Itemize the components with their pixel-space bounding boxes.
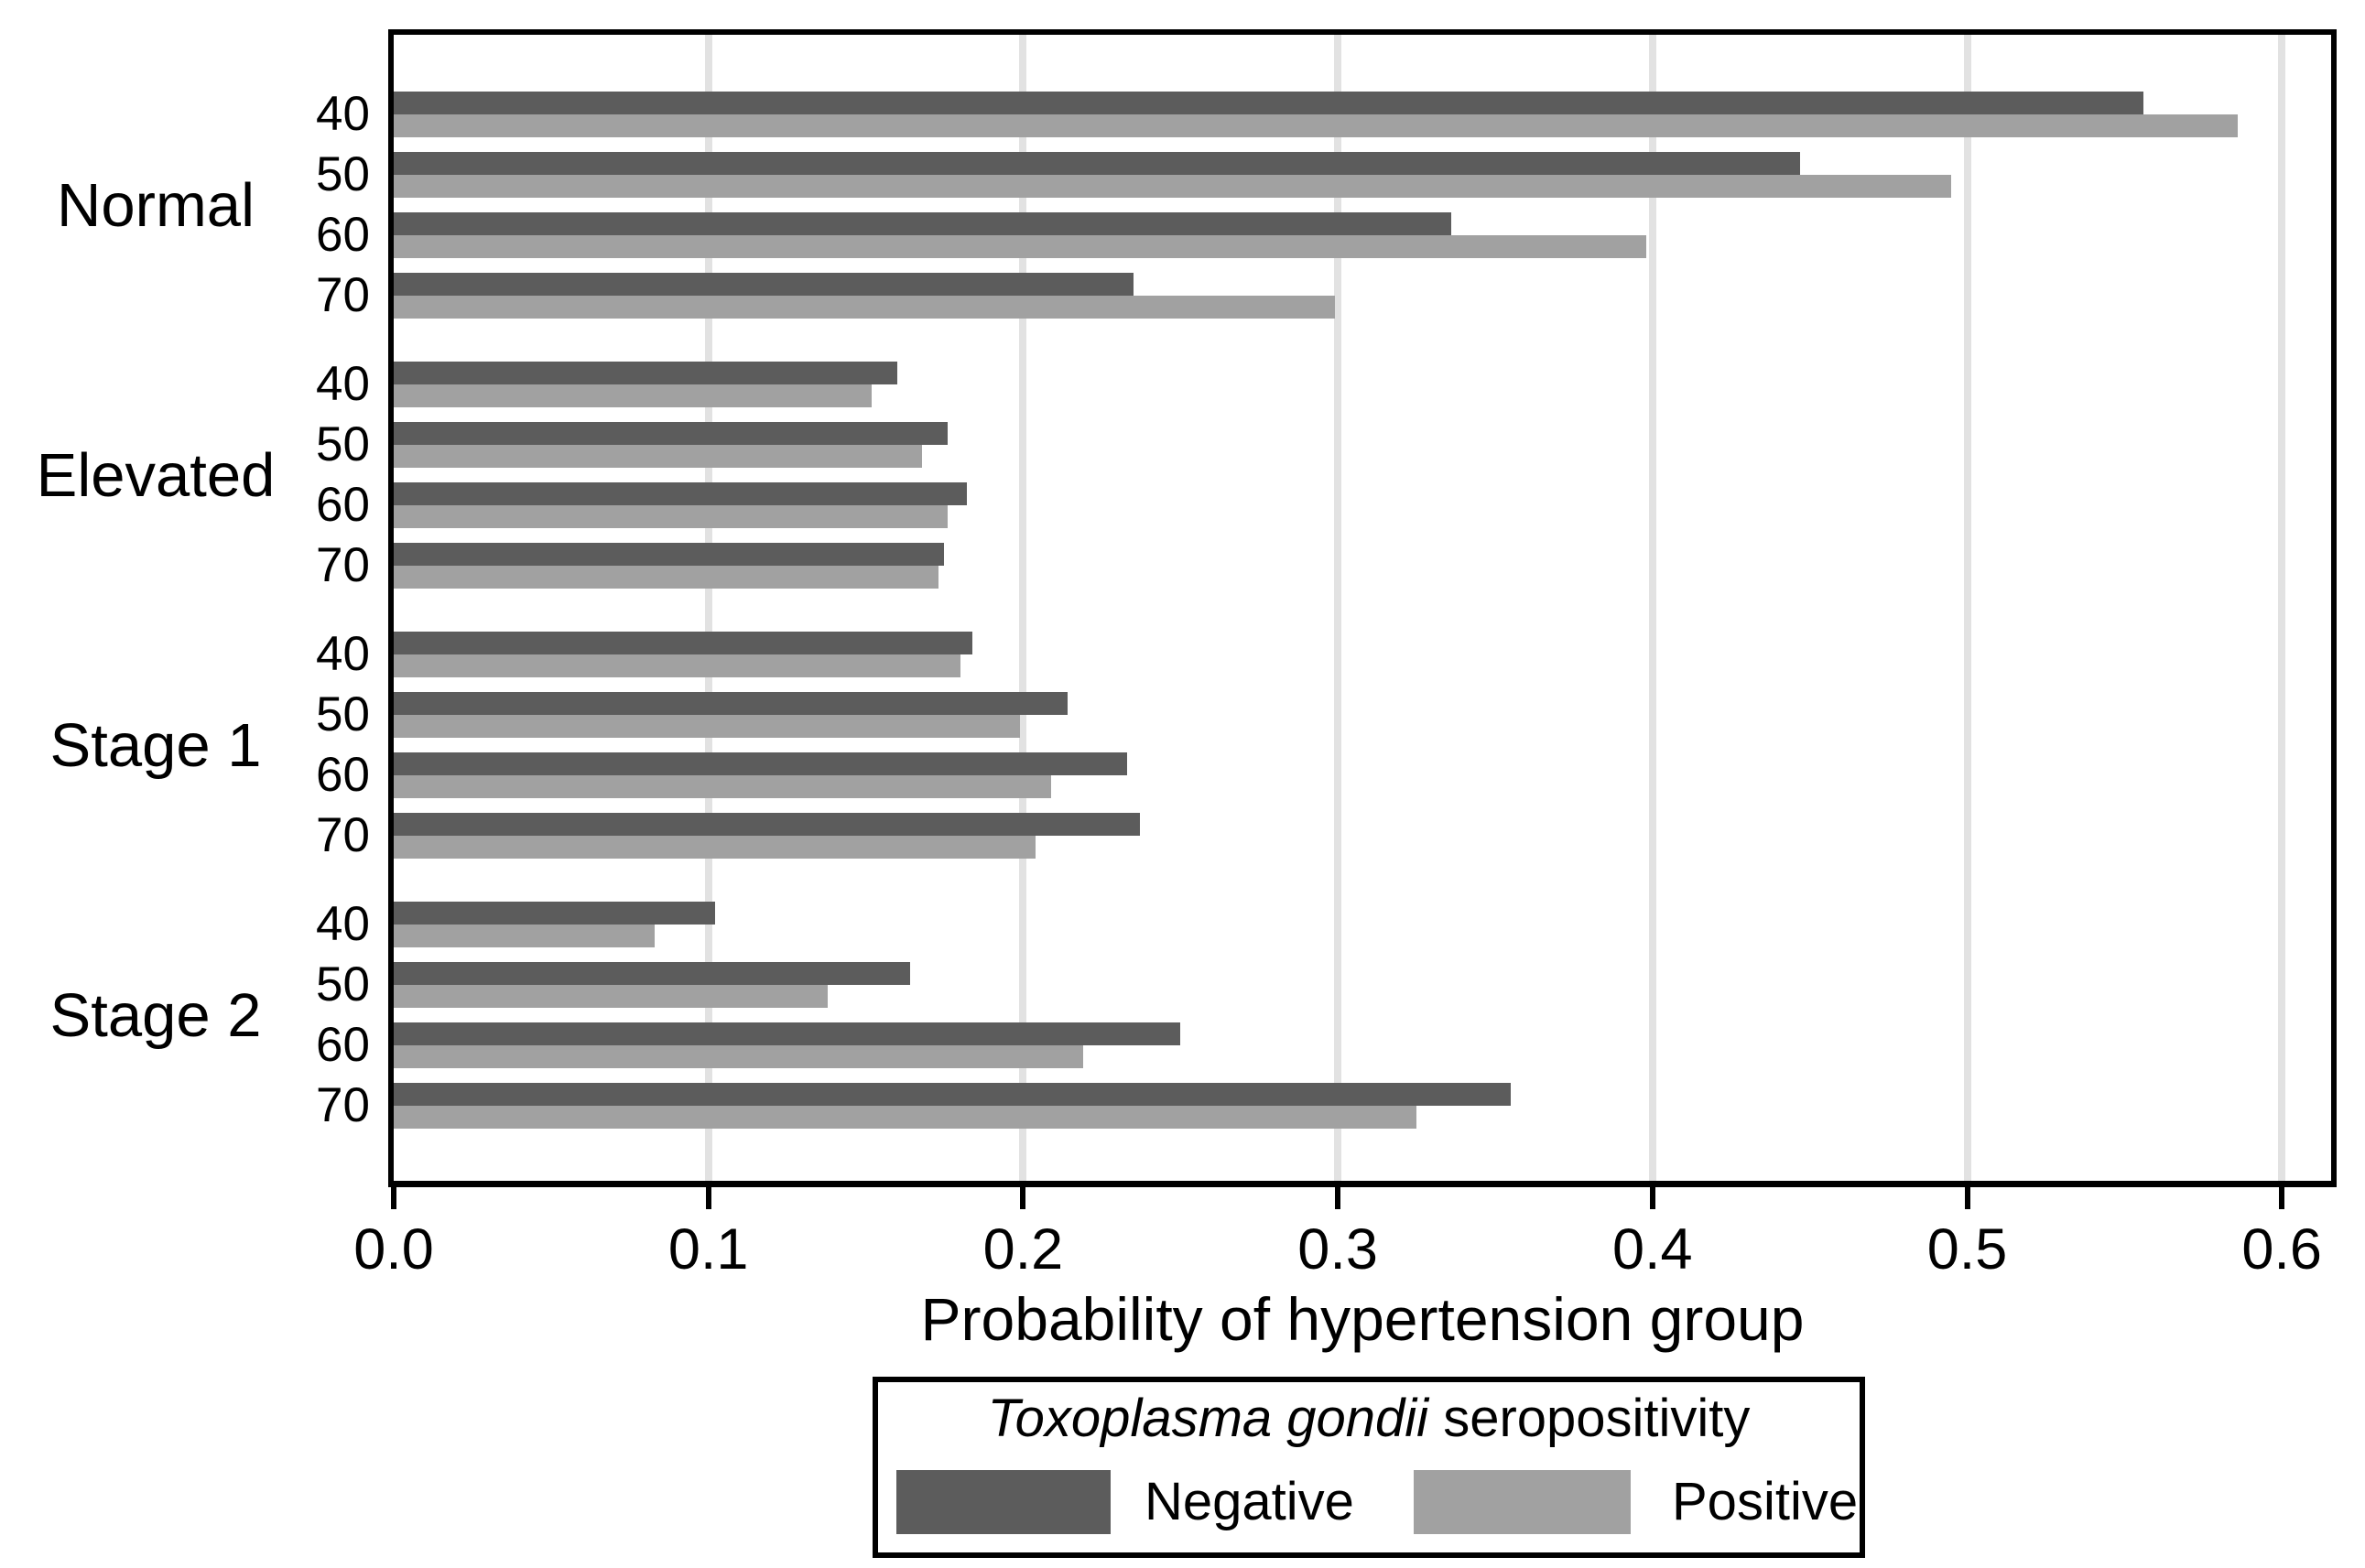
bar-negative	[394, 813, 1140, 836]
age-label: 50	[316, 147, 370, 201]
group-label: Stage 1	[49, 710, 262, 780]
bar-negative	[394, 902, 715, 925]
age-label: 60	[316, 748, 370, 802]
age-label: 50	[316, 417, 370, 471]
age-label: 40	[316, 87, 370, 141]
bar-positive	[394, 1106, 1416, 1129]
group-label: Elevated	[36, 440, 276, 510]
x-tick-label: 0.3	[1297, 1217, 1378, 1281]
bar-negative	[394, 962, 910, 985]
bar-positive	[394, 1045, 1083, 1068]
bar-negative	[394, 543, 944, 566]
x-tick-label: 0.4	[1612, 1217, 1693, 1281]
age-label: 40	[316, 627, 370, 681]
gridline	[1963, 35, 1971, 1181]
bar-negative	[394, 362, 897, 384]
legend-swatch-positive	[1414, 1470, 1631, 1534]
age-label: 70	[316, 538, 370, 592]
x-tick	[2279, 1187, 2285, 1209]
bar-negative	[394, 752, 1127, 775]
legend-label-negative: Negative	[1145, 1472, 1354, 1531]
bar-positive	[394, 925, 655, 947]
age-label: 40	[316, 897, 370, 951]
x-tick	[1649, 1187, 1655, 1209]
legend-title: Toxoplasma gondii seropositivity	[878, 1390, 1860, 1448]
age-label: 50	[316, 687, 370, 741]
gridline	[704, 35, 712, 1181]
gridline	[1648, 35, 1656, 1181]
bar-positive	[394, 836, 1036, 859]
x-tick-label: 0.2	[982, 1217, 1064, 1281]
bar-negative	[394, 273, 1134, 296]
x-tick-label: 0.0	[353, 1217, 434, 1281]
bar-negative	[394, 422, 948, 445]
age-label: 50	[316, 957, 370, 1011]
x-tick-label: 0.5	[1926, 1217, 2008, 1281]
x-tick-label: 0.1	[667, 1217, 749, 1281]
legend-box: Toxoplasma gondii seropositivity Negativ…	[873, 1377, 1865, 1558]
bar-positive	[394, 445, 922, 468]
age-label: 70	[316, 808, 370, 862]
legend-label-positive: Positive	[1672, 1472, 1859, 1531]
bar-negative	[394, 212, 1451, 235]
bar-positive	[394, 566, 938, 589]
bar-positive	[394, 114, 2238, 137]
bar-positive	[394, 505, 948, 528]
x-tick	[1964, 1187, 1970, 1209]
bar-positive	[394, 175, 1951, 198]
x-tick	[1020, 1187, 1026, 1209]
x-axis-title: Probability of hypertension group	[920, 1285, 1805, 1353]
age-label: 60	[316, 208, 370, 262]
gridline	[1334, 35, 1342, 1181]
bar-positive	[394, 654, 960, 677]
bar-negative	[394, 632, 972, 654]
age-label: 60	[316, 1018, 370, 1072]
age-label: 70	[316, 1078, 370, 1132]
bar-positive	[394, 715, 1020, 738]
bar-negative	[394, 1022, 1180, 1045]
bar-positive	[394, 775, 1051, 798]
bar-positive	[394, 384, 872, 407]
bar-positive	[394, 296, 1335, 319]
age-label: 40	[316, 357, 370, 411]
bar-negative	[394, 92, 2143, 114]
legend-swatch-negative	[896, 1470, 1111, 1534]
group-label: Stage 2	[49, 980, 262, 1050]
x-tick	[391, 1187, 396, 1209]
bar-negative	[394, 692, 1068, 715]
bar-positive	[394, 985, 828, 1008]
age-label: 60	[316, 478, 370, 532]
x-tick	[1335, 1187, 1341, 1209]
bar-positive	[394, 235, 1646, 258]
age-label: 70	[316, 268, 370, 322]
x-tick	[705, 1187, 711, 1209]
group-label: Normal	[57, 170, 255, 240]
legend-title-rest: seropositivity	[1428, 1389, 1751, 1448]
bar-negative	[394, 152, 1800, 175]
gridline	[2278, 35, 2286, 1181]
plot-area	[388, 29, 2337, 1187]
bar-negative	[394, 482, 967, 505]
gridline	[1019, 35, 1027, 1181]
x-tick-label: 0.6	[2241, 1217, 2322, 1281]
bar-negative	[394, 1083, 1511, 1106]
legend-title-italic: Toxoplasma gondii	[987, 1389, 1429, 1448]
plot-inner	[394, 35, 2331, 1181]
